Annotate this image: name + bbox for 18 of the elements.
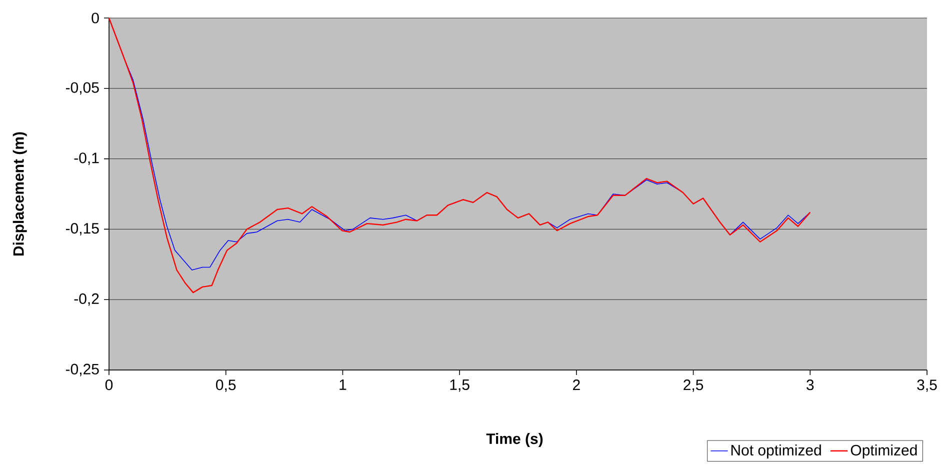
x-tick-label: 2 [573,380,580,390]
y-tick-label: -0,2 [74,293,99,306]
x-tick-label: 2,5 [684,380,704,392]
y-axis-title: Displacement (m) [12,132,27,256]
legend-label: Optimized [850,444,917,458]
x-tick-label: 0 [105,380,113,390]
y-tick-label: -0,05 [66,82,99,95]
y-tick-label: -0,15 [66,223,99,236]
x-tick-label: 3,5 [917,380,937,392]
x-axis-title: Time (s) [486,433,543,448]
x-tick-label: 1 [340,380,346,390]
y-tick-label: -0,1 [74,152,99,165]
x-tick-label: 1,5 [450,380,470,392]
y-tick-label: -0,25 [66,364,99,376]
y-tick-label: 0 [92,12,99,24]
legend-label: Not optimized [731,444,821,458]
x-tick-label: 3 [806,380,814,390]
x-tick-label: 0,5 [216,380,236,392]
